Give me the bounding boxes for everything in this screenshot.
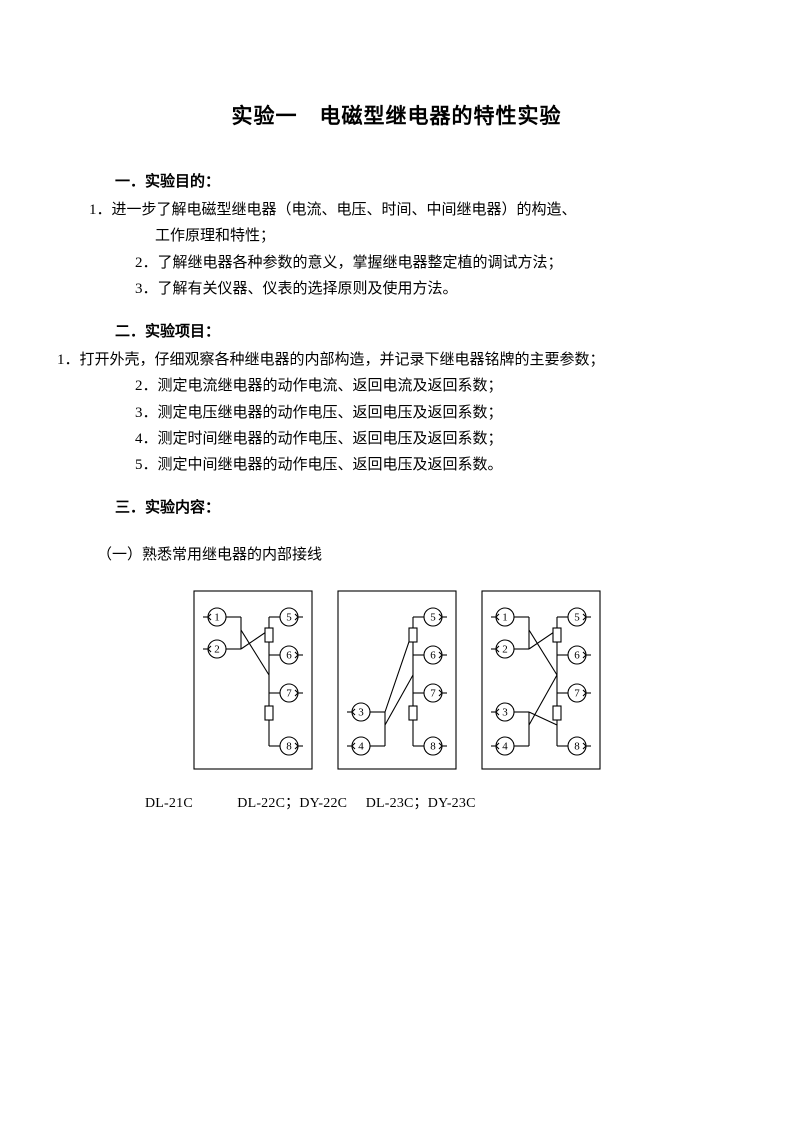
- svg-text:2: 2: [214, 644, 220, 656]
- projects-item-3: 3．测定电压继电器的动作电压、返回电压及返回系数；: [135, 400, 698, 426]
- projects-item-5: 5．测定中间继电器的动作电压、返回电压及返回系数。: [135, 452, 698, 478]
- svg-text:5: 5: [430, 612, 436, 624]
- svg-text:6: 6: [286, 650, 292, 662]
- diagram-row: 1 2 5 6 7 8 3 4: [95, 590, 698, 770]
- svg-text:8: 8: [574, 741, 580, 753]
- svg-text:6: 6: [430, 650, 436, 662]
- svg-text:4: 4: [358, 741, 364, 753]
- section-content-heading: 三．实验内容：: [115, 496, 698, 517]
- relay-diagram-2: 3 4 5 6 7 8: [337, 590, 457, 770]
- purpose-item-1: 1．进一步了解电磁型继电器（电流、电压、时间、中间继电器）的构造、: [89, 197, 698, 223]
- projects-item-4: 4．测定时间继电器的动作电压、返回电压及返回系数；: [135, 426, 698, 452]
- section-purpose-heading: 一．实验目的：: [115, 170, 698, 191]
- diagram-captions: DL-21C DL-22C；DY-22C DL-23C；DY-23C: [145, 792, 698, 812]
- svg-text:3: 3: [502, 707, 508, 719]
- page-title: 实验一 电磁型继电器的特性实验: [95, 100, 698, 130]
- svg-text:7: 7: [430, 688, 436, 700]
- purpose-item-1-cont: 工作原理和特性；: [155, 223, 698, 249]
- svg-text:8: 8: [286, 741, 292, 753]
- svg-text:7: 7: [574, 688, 580, 700]
- section-projects-heading: 二．实验项目：: [115, 320, 698, 341]
- projects-item-1: 1．打开外壳，仔细观察各种继电器的内部构造，并记录下继电器铭牌的主要参数；: [57, 347, 698, 373]
- svg-text:1: 1: [214, 612, 220, 624]
- content-subheading: （一）熟悉常用继电器的内部接线: [97, 543, 698, 564]
- svg-text:1: 1: [502, 612, 508, 624]
- svg-text:5: 5: [286, 612, 292, 624]
- svg-text:7: 7: [286, 688, 292, 700]
- projects-item-2: 2．测定电流继电器的动作电流、返回电流及返回系数；: [135, 373, 698, 399]
- svg-text:3: 3: [358, 707, 364, 719]
- svg-text:5: 5: [574, 612, 580, 624]
- svg-text:6: 6: [574, 650, 580, 662]
- svg-text:4: 4: [502, 741, 508, 753]
- svg-text:8: 8: [430, 741, 436, 753]
- relay-diagram-1: 1 2 5 6 7 8: [193, 590, 313, 770]
- purpose-item-2: 2．了解继电器各种参数的意义，掌握继电器整定植的调试方法；: [135, 250, 698, 276]
- purpose-item-3: 3．了解有关仪器、仪表的选择原则及使用方法。: [135, 276, 698, 302]
- svg-text:2: 2: [502, 644, 508, 656]
- relay-diagram-3: 1 2 3 4 5 6 7 8: [481, 590, 601, 770]
